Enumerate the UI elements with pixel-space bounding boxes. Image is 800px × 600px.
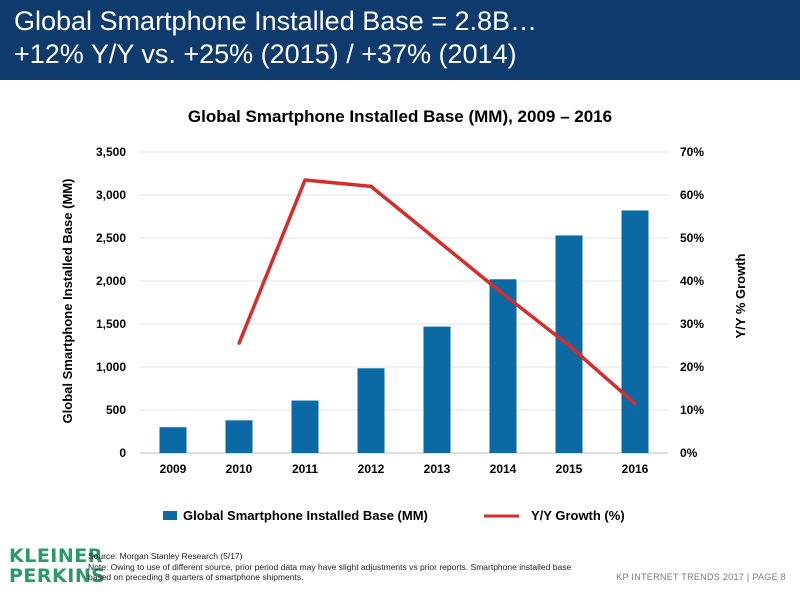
- bar: [225, 420, 253, 453]
- growth-point: [237, 341, 241, 345]
- y2-tick-label: 10%: [680, 403, 704, 417]
- title-banner: Global Smartphone Installed Base = 2.8B……: [0, 0, 800, 80]
- installed-base-chart: Global Smartphone Installed Base (MM), 2…: [60, 107, 748, 523]
- bar: [291, 400, 319, 453]
- y-axis-label: Global Smartphone Installed Base (MM): [60, 179, 75, 424]
- growth-point: [369, 184, 373, 188]
- bar: [489, 279, 517, 453]
- growth-point: [435, 238, 439, 242]
- slide-title-line-1: Global Smartphone Installed Base = 2.8B…: [14, 6, 538, 36]
- legend-bar-label: Global Smartphone Installed Base (MM): [183, 508, 428, 523]
- x-tick-label: 2014: [490, 462, 517, 476]
- chart-title: Global Smartphone Installed Base (MM), 2…: [188, 107, 612, 126]
- y2-tick-label: 40%: [680, 274, 704, 288]
- y-tick-label: 2,500: [96, 231, 126, 245]
- x-tick-label: 2012: [358, 462, 385, 476]
- y2-tick-label: 30%: [680, 317, 704, 331]
- growth-point: [303, 178, 307, 182]
- y-tick-label: 0: [119, 446, 126, 460]
- y-tick-label: 2,000: [96, 274, 126, 288]
- x-axis-ticks: 2009 2010 2011 2012 2013 2014 2015 2016: [160, 462, 649, 476]
- source-text: Source: Morgan Stanley Research (5/17): [88, 551, 243, 561]
- y2-tick-label: 60%: [680, 188, 704, 202]
- y2-tick-label: 20%: [680, 360, 704, 374]
- x-tick-label: 2011: [292, 462, 318, 476]
- y2-axis-label: Y/Y % Growth: [733, 253, 748, 338]
- y-tick-label: 3,000: [96, 188, 126, 202]
- growth-point: [567, 344, 571, 347]
- y-tick-label: 1,500: [96, 317, 126, 331]
- bar: [621, 210, 649, 453]
- bar: [357, 368, 385, 453]
- note-text: Note: Owing to use of different source, …: [88, 561, 572, 583]
- page-footer: KP INTERNET TRENDS 2017 | PAGE 8: [616, 572, 786, 582]
- right-axis-ticks: 0% 10% 20% 30% 40% 50% 60% 70%: [680, 145, 704, 460]
- x-tick-label: 2010: [226, 462, 253, 476]
- growth-point: [633, 402, 637, 406]
- slide-title-line-2: +12% Y/Y vs. +25% (2015) / +37% (2014): [14, 39, 517, 69]
- y-tick-label: 1,000: [96, 360, 126, 374]
- line-series: [237, 178, 637, 406]
- y2-tick-label: 50%: [680, 231, 704, 245]
- y-tick-label: 3,500: [96, 145, 126, 159]
- logo-line-1: KLEINER: [9, 545, 103, 567]
- gridlines: [140, 151, 668, 454]
- logo-line-2: PERKINS: [9, 565, 106, 587]
- bar: [159, 427, 187, 453]
- x-tick-label: 2009: [160, 462, 187, 476]
- x-tick-label: 2016: [622, 462, 649, 476]
- bar: [423, 326, 451, 453]
- legend-bar-swatch: [163, 511, 177, 520]
- legend-line-label: Y/Y Growth (%): [531, 508, 625, 523]
- growth-point: [501, 292, 505, 296]
- x-tick-label: 2013: [424, 462, 451, 476]
- left-axis-ticks: 0 500 1,000 1,500 2,000 2,500 3,000 3,500: [96, 145, 126, 460]
- y2-tick-label: 70%: [680, 145, 704, 159]
- y-tick-label: 500: [106, 403, 126, 417]
- y2-tick-label: 0%: [680, 446, 698, 460]
- bar-series: [159, 210, 649, 453]
- chart-legend: Global Smartphone Installed Base (MM) Y/…: [163, 508, 625, 523]
- kleiner-perkins-logo: KLEINER PERKINS: [9, 546, 105, 586]
- footer-notes: Source: Morgan Stanley Research (5/17) N…: [88, 551, 578, 583]
- x-tick-label: 2015: [556, 462, 583, 476]
